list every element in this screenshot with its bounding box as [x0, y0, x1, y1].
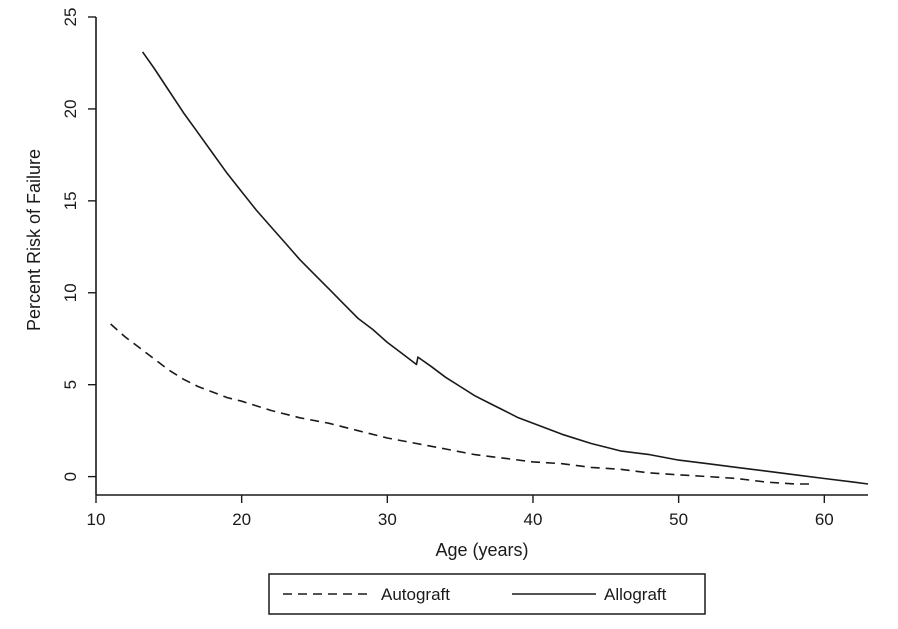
legend-box — [268, 573, 706, 615]
y-tick-label: 5 — [61, 380, 80, 389]
x-tick-label: 20 — [232, 510, 251, 529]
series-line-allograft — [141, 51, 869, 485]
y-tick-label: 25 — [61, 8, 80, 27]
axes: 10 20 30 40 50 60 0 5 10 15 20 25 — [61, 8, 868, 529]
legend: Autograft Allograft — [268, 573, 706, 615]
plot-area — [110, 51, 869, 485]
y-axis-title: Percent Risk of Failure — [24, 149, 44, 331]
y-tick-label: 0 — [61, 472, 80, 481]
y-tick-label: 10 — [61, 283, 80, 302]
y-tick-label: 20 — [61, 99, 80, 118]
series-line-autograft — [110, 323, 810, 485]
x-tick-label: 30 — [378, 510, 397, 529]
y-tick-label: 15 — [61, 191, 80, 210]
legend-label-autograft: Autograft — [381, 585, 450, 604]
x-tick-label: 50 — [669, 510, 688, 529]
x-tick-label: 40 — [524, 510, 543, 529]
legend-label-allograft: Allograft — [604, 585, 667, 604]
x-tick-label: 60 — [815, 510, 834, 529]
x-tick-label: 10 — [87, 510, 106, 529]
x-axis-title: Age (years) — [435, 540, 528, 560]
